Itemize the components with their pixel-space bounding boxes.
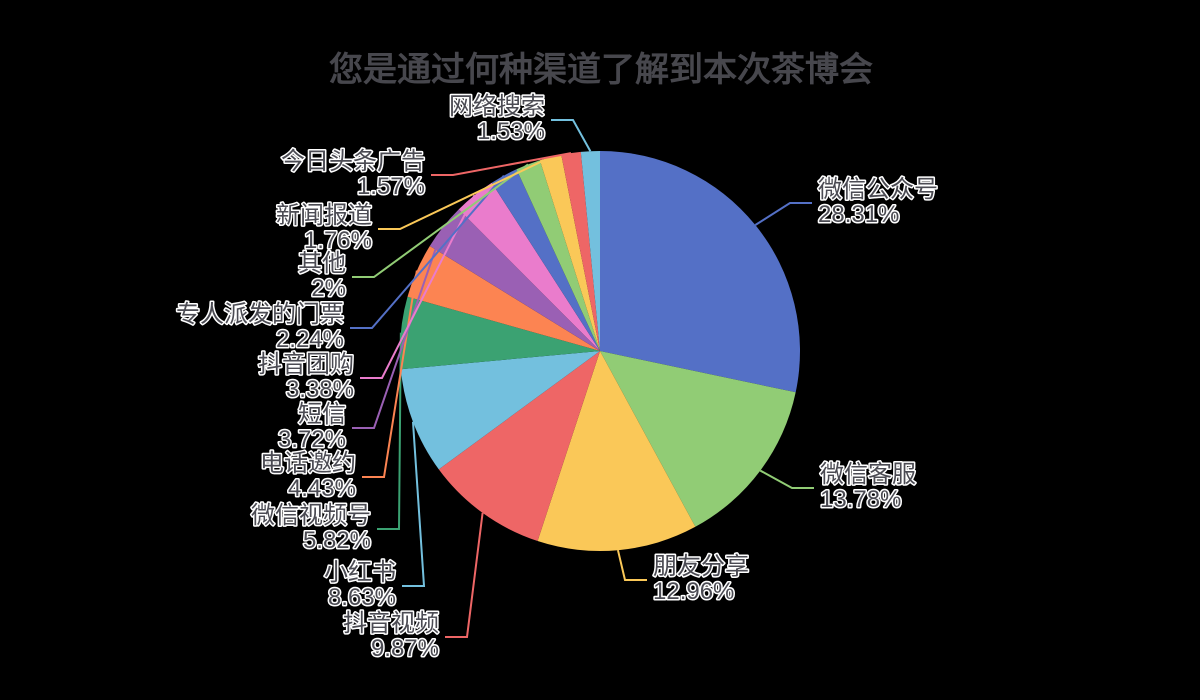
- slice-label-value-11: 1.76%: [304, 227, 372, 254]
- slice-label-2: 朋友分享 12.96%: [653, 553, 749, 605]
- label-line-13: [551, 119, 592, 152]
- slice-label-value-6: 4.43%: [288, 475, 356, 502]
- pie-slice-12[interactable]: [561, 151, 600, 351]
- slice-label-value-3: 9.87%: [371, 635, 439, 662]
- slice-label-name-7: 短信: [298, 401, 346, 428]
- slice-label-name-13: 网络搜索: [449, 93, 545, 120]
- slice-label-value-9: 2.24%: [276, 326, 344, 353]
- pie-slice-4[interactable]: [400, 351, 600, 470]
- label-line-9: [350, 174, 505, 329]
- label-line-11: [378, 156, 551, 230]
- slice-label-value-12: 1.57%: [357, 173, 425, 200]
- slice-labels-group: 微信公众号 28.31% 微信客服 13.78% 朋友分享 12.96% 抖音视频 9.87%…: [175, 92, 940, 664]
- label-line-5: [377, 332, 402, 530]
- pie-slice-1[interactable]: [600, 351, 796, 527]
- pie-slice-7[interactable]: [429, 209, 600, 351]
- slice-label-value-1: 13.78%: [820, 486, 901, 513]
- slice-label-11: 新闻报道 1.76%: [276, 202, 372, 254]
- slice-label-name-5: 微信视频号: [251, 502, 371, 529]
- pie-slice-5[interactable]: [399, 296, 600, 370]
- pie-slices-group: [399, 151, 801, 552]
- slice-label-value-10: 2%: [311, 275, 346, 302]
- slice-label-1: 微信客服 13.78%: [820, 461, 916, 513]
- slice-label-value-0: 28.31%: [818, 201, 899, 228]
- slice-label-name-12: 今日头条广告: [281, 148, 425, 175]
- pie-slice-13[interactable]: [580, 151, 600, 351]
- pie-slice-11[interactable]: [539, 154, 600, 351]
- slice-label-name-0: 微信公众号: [818, 176, 938, 203]
- slice-label-9: 专人派发的门票 2.24%: [176, 301, 344, 353]
- slice-label-value-8: 3.38%: [286, 376, 354, 403]
- slice-label-name-10: 其他: [298, 250, 346, 277]
- slice-label-5: 微信视频号 5.82%: [251, 502, 371, 554]
- slice-label-3: 抖音视频 9.87%: [343, 610, 439, 662]
- slice-label-value-4: 8.63%: [328, 584, 396, 611]
- slice-label-0: 微信公众号 28.31%: [818, 176, 938, 228]
- slice-label-10: 其他 2%: [298, 250, 346, 302]
- chart-title: 您是通过何种渠道了解到本次茶博会: [329, 51, 873, 89]
- pie-slice-10[interactable]: [516, 160, 600, 351]
- slice-label-name-9: 专人派发的门票: [176, 301, 344, 328]
- slice-label-7: 短信 3.72%: [278, 401, 346, 453]
- slice-label-name-3: 抖音视频: [343, 610, 439, 637]
- slice-label-name-6: 电话邀约: [260, 450, 356, 477]
- slice-label-value-5: 5.82%: [303, 527, 371, 554]
- pie-slice-3[interactable]: [438, 351, 600, 542]
- label-lines-group: [350, 119, 814, 638]
- slice-label-name-1: 微信客服: [820, 461, 916, 488]
- label-line-4: [402, 421, 426, 587]
- pie-slice-0[interactable]: [600, 151, 801, 393]
- label-line-8: [360, 194, 476, 379]
- slice-label-name-8: 抖音团购: [258, 351, 354, 378]
- pie-slice-6[interactable]: [407, 245, 600, 351]
- pie-slice-2[interactable]: [537, 351, 696, 552]
- label-line-7: [352, 226, 445, 429]
- pie-slice-9[interactable]: [491, 169, 600, 351]
- label-line-6: [362, 270, 418, 478]
- slice-label-12: 今日头条广告 1.57%: [281, 148, 425, 200]
- slice-label-13: 网络搜索 1.53%: [449, 93, 545, 145]
- label-line-2: [616, 549, 647, 581]
- label-line-10: [352, 163, 529, 278]
- label-line-1: [759, 469, 814, 489]
- label-line-12: [431, 152, 572, 176]
- label-line-0: [754, 202, 812, 226]
- pie-slice-8[interactable]: [458, 182, 600, 351]
- slice-label-value-2: 12.96%: [653, 578, 734, 605]
- label-line-3: [445, 512, 484, 638]
- slice-label-value-13: 1.53%: [477, 118, 545, 145]
- slice-label-name-11: 新闻报道: [276, 202, 372, 229]
- slice-label-name-4: 小红书: [324, 559, 396, 586]
- slice-label-6: 电话邀约 4.43%: [260, 450, 356, 502]
- slice-label-8: 抖音团购 3.38%: [258, 351, 354, 403]
- slice-label-name-2: 朋友分享: [653, 553, 749, 580]
- slice-label-4: 小红书 8.63%: [324, 559, 396, 611]
- slice-label-value-7: 3.72%: [278, 426, 346, 453]
